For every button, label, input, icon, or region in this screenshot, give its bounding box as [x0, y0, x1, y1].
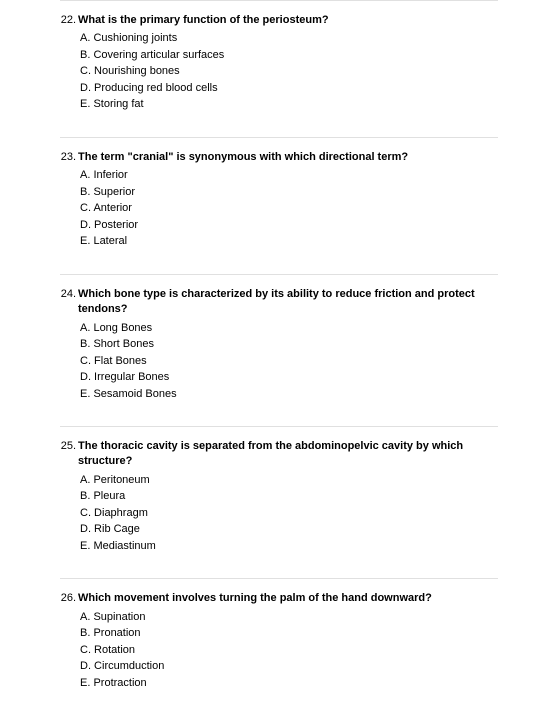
option: B. Pleura [80, 488, 498, 505]
question-text: The thoracic cavity is separated from th… [78, 439, 498, 470]
option: D. Posterior [80, 217, 498, 234]
options-list: A. Supination B. Pronation C. Rotation D… [80, 609, 498, 692]
option: D. Producing red blood cells [80, 80, 498, 97]
question-row: 22. What is the primary function of the … [60, 13, 498, 28]
option: A. Peritoneum [80, 472, 498, 489]
question-row: 25. The thoracic cavity is separated fro… [60, 439, 498, 470]
question-block: 23. The term "cranial" is synonymous wit… [60, 137, 498, 274]
option: B. Pronation [80, 625, 498, 642]
options-list: A. Long Bones B. Short Bones C. Flat Bon… [80, 320, 498, 403]
question-block: 26. Which movement involves turning the … [60, 578, 498, 715]
options-list: A. Peritoneum B. Pleura C. Diaphragm D. … [80, 472, 498, 555]
options-list: A. Cushioning joints B. Covering articul… [80, 30, 498, 113]
question-number: 26. [60, 591, 78, 606]
option: B. Short Bones [80, 336, 498, 353]
question-number: 23. [60, 150, 78, 165]
question-number: 24. [60, 287, 78, 302]
option: C. Nourishing bones [80, 63, 498, 80]
option: B. Covering articular surfaces [80, 47, 498, 64]
option: A. Cushioning joints [80, 30, 498, 47]
question-number: 22. [60, 13, 78, 28]
question-number: 25. [60, 439, 78, 454]
option: A. Inferior [80, 167, 498, 184]
option: D. Irregular Bones [80, 369, 498, 386]
option: A. Supination [80, 609, 498, 626]
option: D. Circumduction [80, 658, 498, 675]
options-list: A. Inferior B. Superior C. Anterior D. P… [80, 167, 498, 250]
question-block: 25. The thoracic cavity is separated fro… [60, 426, 498, 578]
question-block: 24. Which bone type is characterized by … [60, 274, 498, 426]
question-row: 24. Which bone type is characterized by … [60, 287, 498, 318]
option: E. Lateral [80, 233, 498, 250]
question-text: Which movement involves turning the palm… [78, 591, 498, 606]
question-text: The term "cranial" is synonymous with wh… [78, 150, 498, 165]
option: B. Superior [80, 184, 498, 201]
question-text: Which bone type is characterized by its … [78, 287, 498, 318]
question-row: 26. Which movement involves turning the … [60, 591, 498, 606]
option: C. Anterior [80, 200, 498, 217]
question-text: What is the primary function of the peri… [78, 13, 498, 28]
option: C. Diaphragm [80, 505, 498, 522]
question-block: 22. What is the primary function of the … [60, 0, 498, 137]
option: C. Flat Bones [80, 353, 498, 370]
option: D. Rib Cage [80, 521, 498, 538]
option: E. Protraction [80, 675, 498, 692]
option: E. Mediastinum [80, 538, 498, 555]
question-list: 22. What is the primary function of the … [0, 0, 546, 715]
option: E. Storing fat [80, 96, 498, 113]
option: C. Rotation [80, 642, 498, 659]
option: E. Sesamoid Bones [80, 386, 498, 403]
question-row: 23. The term "cranial" is synonymous wit… [60, 150, 498, 165]
option: A. Long Bones [80, 320, 498, 337]
